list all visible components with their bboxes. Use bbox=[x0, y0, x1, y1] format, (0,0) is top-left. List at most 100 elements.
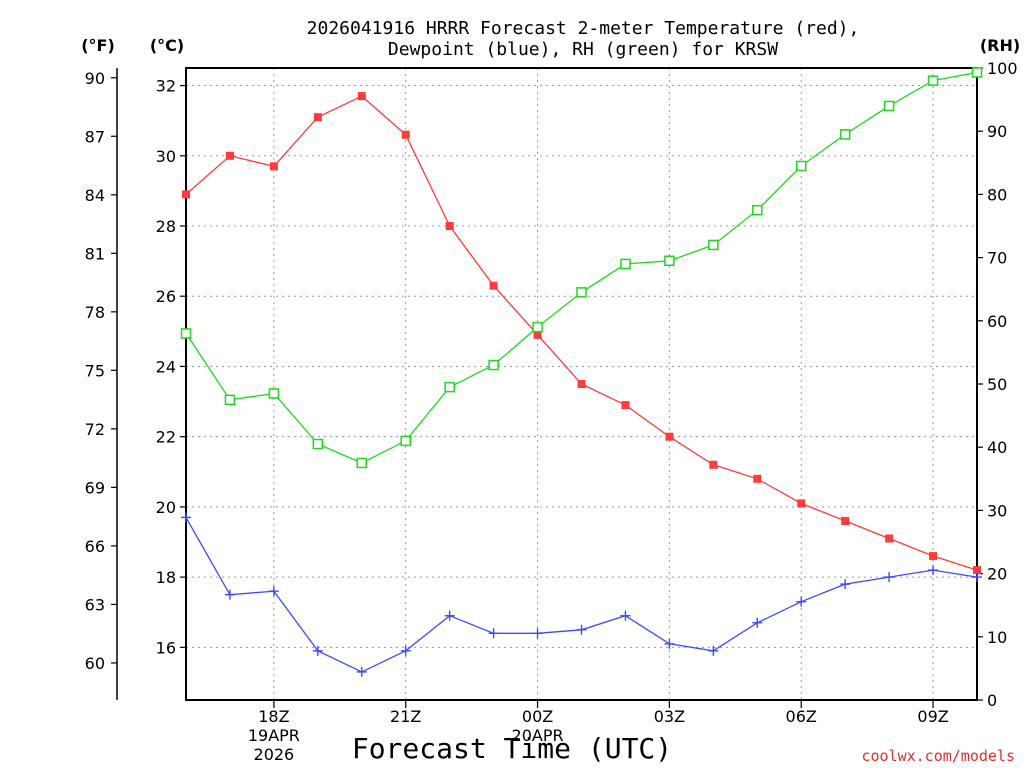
dewpoint-point bbox=[532, 628, 543, 639]
dewpoint-point bbox=[708, 645, 719, 656]
rh-point bbox=[620, 258, 631, 270]
temperature-point bbox=[182, 190, 190, 199]
celsius-tick-label: 30 bbox=[156, 147, 176, 166]
x-tick-label: 21Z bbox=[390, 707, 421, 726]
temperature-point bbox=[753, 474, 762, 483]
rh-point bbox=[664, 255, 675, 267]
dewpoint-point bbox=[224, 589, 235, 600]
dewpoint-point bbox=[752, 617, 763, 628]
fahrenheit-tick-label: 60 bbox=[85, 654, 105, 673]
dewpoint-point bbox=[444, 610, 455, 621]
fahrenheit-tick-label: 90 bbox=[85, 69, 105, 88]
series-line-temperature bbox=[185, 95, 978, 571]
temperature-point bbox=[445, 222, 454, 230]
temperature-point bbox=[577, 380, 586, 388]
fahrenheit-tick-label: 72 bbox=[85, 420, 105, 439]
temperature-point bbox=[401, 130, 410, 139]
rh-point bbox=[180, 328, 192, 339]
rh-tick-label: 40 bbox=[987, 438, 1007, 457]
chart-title-line-1: 2026041916 HRRR Forecast 2-meter Tempera… bbox=[307, 18, 860, 39]
dewpoint-point bbox=[972, 572, 982, 583]
dewpoint-point bbox=[796, 596, 807, 607]
rh-point bbox=[795, 160, 807, 172]
fahrenheit-tick-label: 84 bbox=[85, 186, 105, 205]
series-layer bbox=[180, 67, 983, 677]
celsius-tick-label: 28 bbox=[156, 217, 176, 236]
dewpoint-point bbox=[400, 645, 411, 656]
fahrenheit-tick-label: 87 bbox=[85, 127, 105, 146]
celsius-tick-label: 24 bbox=[156, 357, 176, 376]
temperature-point bbox=[665, 432, 674, 441]
rh-point bbox=[268, 388, 280, 399]
temperature-point bbox=[885, 534, 894, 543]
temperature-point bbox=[225, 151, 234, 160]
rh-tick-label: 10 bbox=[987, 628, 1007, 647]
rh-point bbox=[400, 435, 411, 447]
temperature-point bbox=[841, 516, 850, 525]
rh-tick-label: 100 bbox=[987, 59, 1018, 78]
rh-tick-label: 90 bbox=[987, 122, 1007, 141]
x-tick-label: 18Z bbox=[258, 707, 289, 726]
dewpoint-point bbox=[620, 610, 631, 621]
x-tick-label: 06Z bbox=[786, 707, 817, 726]
temperature-point bbox=[313, 113, 322, 122]
axes: 60 63 66 69 72 75 78 81 84 87 90 16 18 20 22 24 26 28 30 32… bbox=[85, 59, 1018, 764]
temperature-point bbox=[357, 92, 366, 101]
rh-point bbox=[356, 457, 368, 469]
rh-point bbox=[752, 204, 763, 216]
dewpoint-point bbox=[268, 586, 279, 597]
fahrenheit-tick-label: 78 bbox=[85, 303, 105, 322]
temperature-point bbox=[533, 330, 542, 339]
rh-point bbox=[971, 67, 983, 78]
rh-tick-label: 30 bbox=[987, 501, 1007, 520]
x-axis-label: Forecast Time (UTC) bbox=[352, 732, 672, 765]
rh-tick-label: 60 bbox=[987, 312, 1007, 331]
dewpoint-point bbox=[664, 638, 675, 649]
rh-point bbox=[532, 321, 543, 333]
x-tick-label: 03Z bbox=[654, 707, 685, 726]
fahrenheit-tick-label: 66 bbox=[85, 537, 105, 556]
dewpoint-point bbox=[488, 628, 499, 639]
rh-tick-label: 50 bbox=[987, 375, 1007, 394]
temperature-point bbox=[489, 281, 498, 290]
temperature-point bbox=[269, 162, 278, 171]
rh-tick-label: 0 bbox=[987, 691, 997, 710]
x-tick-label: 00Z bbox=[522, 707, 553, 726]
rh-point bbox=[444, 381, 455, 393]
rh-point bbox=[224, 394, 236, 406]
rh-tick-label: 70 bbox=[987, 249, 1007, 268]
rh-point bbox=[576, 287, 587, 298]
celsius-tick-label: 22 bbox=[156, 428, 176, 447]
x-tick-label: 20APR bbox=[512, 726, 564, 745]
rh-point bbox=[927, 75, 939, 86]
celsius-tick-label: 32 bbox=[156, 77, 176, 96]
credit-label: coolwx.com/models bbox=[861, 747, 1015, 765]
fahrenheit-tick-label: 63 bbox=[85, 595, 105, 614]
series-line-dewpoint bbox=[185, 517, 978, 673]
celsius-tick-label: 18 bbox=[156, 568, 176, 587]
temperature-point bbox=[797, 499, 806, 508]
dewpoint-point bbox=[884, 572, 895, 583]
temperature-point bbox=[929, 552, 938, 561]
fahrenheit-unit-label: (°F) bbox=[81, 36, 115, 55]
fahrenheit-tick-label: 75 bbox=[85, 361, 105, 380]
x-tick-label: 2026 bbox=[254, 745, 295, 764]
rh-tick-label: 80 bbox=[987, 185, 1007, 204]
rh-point bbox=[708, 239, 719, 251]
fahrenheit-tick-label: 81 bbox=[85, 244, 105, 263]
dewpoint-point bbox=[181, 512, 191, 523]
celsius-unit-label: (°C) bbox=[150, 36, 184, 55]
temperature-point bbox=[621, 401, 630, 410]
celsius-tick-label: 20 bbox=[156, 498, 176, 517]
fahrenheit-tick-label: 69 bbox=[85, 478, 105, 497]
dewpoint-point bbox=[928, 565, 939, 576]
rh-point bbox=[883, 100, 895, 112]
rh-point bbox=[839, 129, 851, 140]
rh-tick-label: 20 bbox=[987, 565, 1007, 584]
dewpoint-point bbox=[312, 645, 323, 656]
temperature-point bbox=[973, 566, 981, 575]
rh-unit-label: (RH) bbox=[980, 36, 1020, 55]
dewpoint-point bbox=[356, 666, 367, 677]
celsius-tick-label: 26 bbox=[156, 287, 176, 306]
